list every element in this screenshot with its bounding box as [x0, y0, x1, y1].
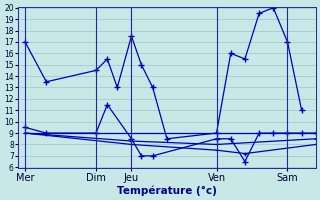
X-axis label: Température (°c): Température (°c) [117, 185, 217, 196]
